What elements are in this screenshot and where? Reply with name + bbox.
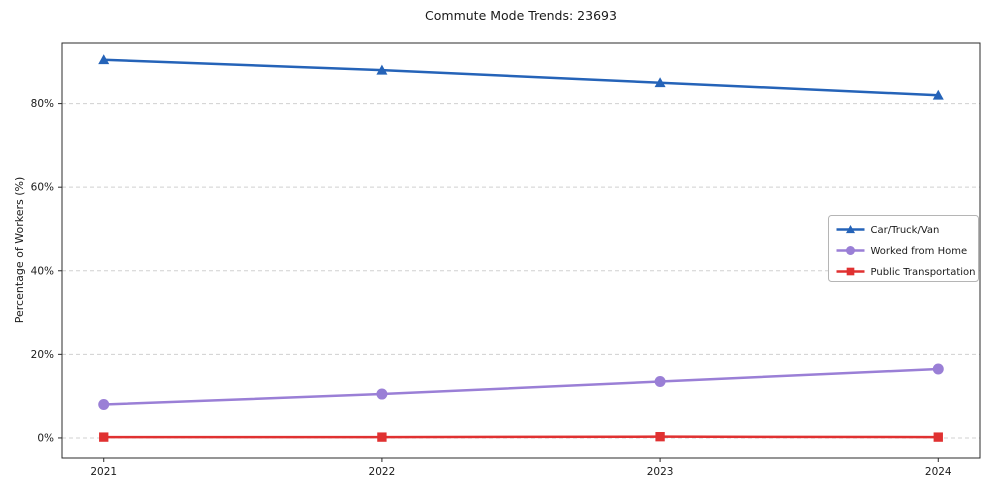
plot-border xyxy=(61,42,981,459)
marker-circle xyxy=(846,246,855,255)
x-tick-label: 2023 xyxy=(647,466,674,478)
y-tick-label: 80% xyxy=(31,98,54,110)
legend-label: Public Transportation xyxy=(871,267,976,278)
y-tick-label: 40% xyxy=(31,265,54,277)
y-tick-label: 0% xyxy=(37,432,54,444)
x-tick-label: 2024 xyxy=(925,466,952,478)
x-tick-label: 2022 xyxy=(369,466,396,478)
series-worked-from-home xyxy=(98,363,944,411)
marker-triangle xyxy=(932,89,944,100)
legend-item: Car/Truck/Van xyxy=(836,225,940,236)
legend-label: Car/Truck/Van xyxy=(871,225,940,236)
legend-box xyxy=(828,215,979,282)
series-line xyxy=(102,58,940,97)
marker-circle xyxy=(932,363,944,375)
marker-circle xyxy=(376,388,388,400)
legend-item: Worked from Home xyxy=(836,246,968,257)
marker-square xyxy=(933,432,943,442)
marker-triangle xyxy=(654,77,666,88)
marker-square xyxy=(377,432,387,442)
legend-label: Worked from Home xyxy=(871,246,968,257)
marker-triangle xyxy=(98,54,110,65)
marker-square xyxy=(655,432,665,442)
legend-item: Public Transportation xyxy=(836,267,976,278)
marker-circle xyxy=(98,399,110,411)
marker-square xyxy=(846,267,855,276)
series-line xyxy=(102,367,940,406)
y-tick-label: 60% xyxy=(31,182,54,194)
legend: Car/Truck/Van Worked from Home Public Tran… xyxy=(828,215,979,282)
y-tick-label: 20% xyxy=(31,349,54,361)
x-tick-label: 2021 xyxy=(90,466,117,478)
chart-title: Commute Mode Trends: 23693 xyxy=(425,8,617,23)
marker-triangle xyxy=(376,64,388,75)
marker-circle xyxy=(654,376,666,388)
series-car-truck-van xyxy=(98,54,944,100)
series-public-transportation xyxy=(99,432,943,442)
marker-triangle xyxy=(846,225,855,234)
marker-square xyxy=(99,432,109,442)
